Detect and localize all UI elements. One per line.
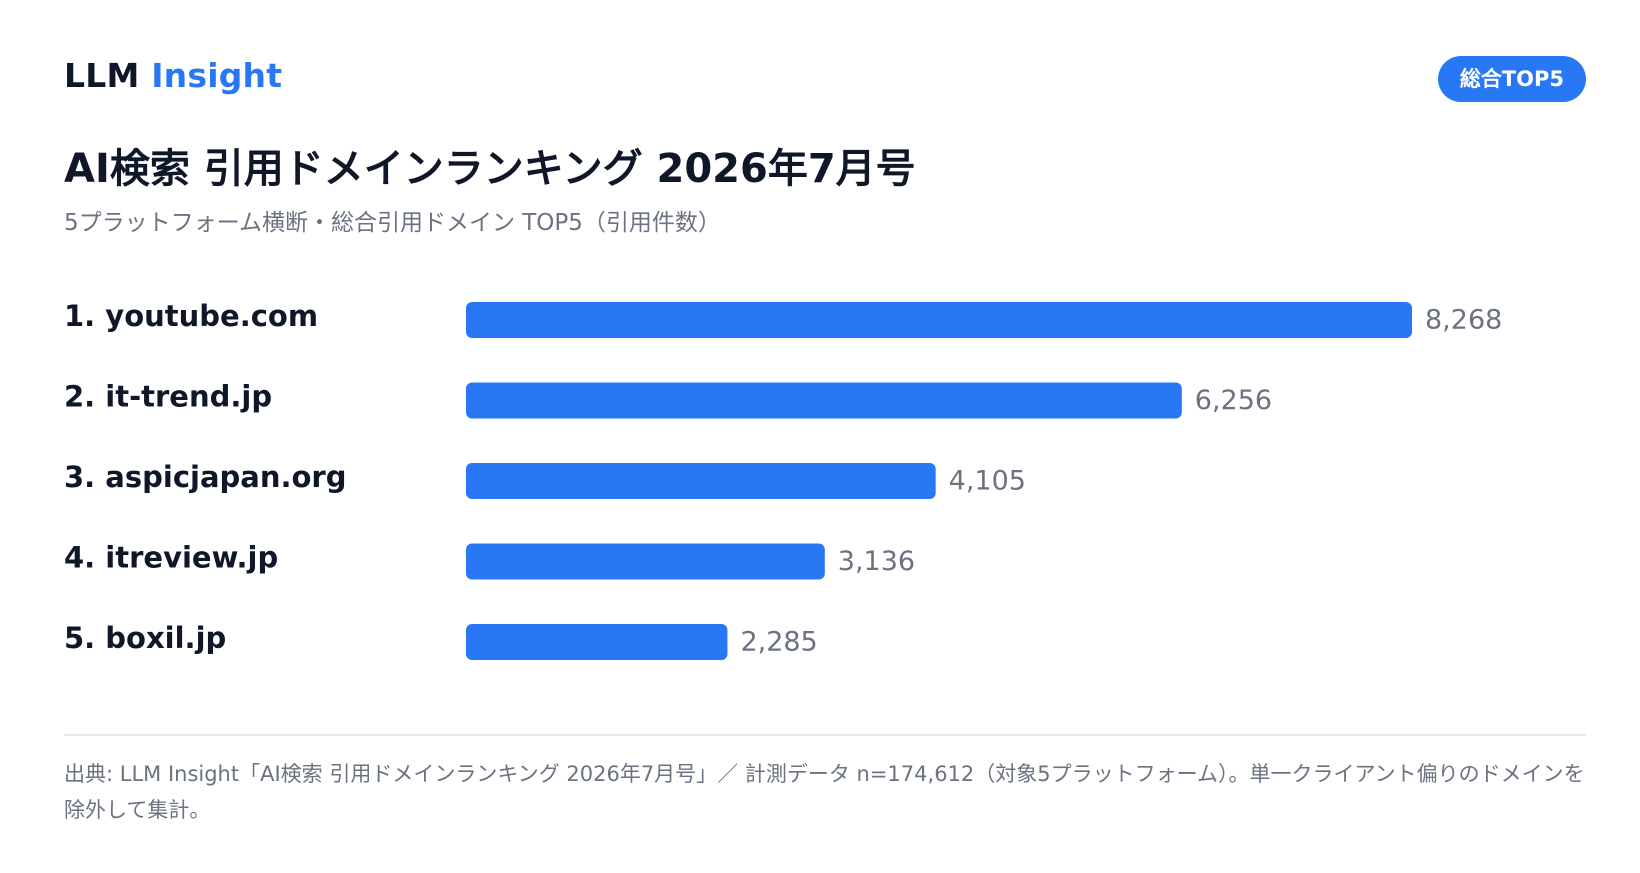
rank-label: 3. aspicjapan.org xyxy=(64,460,347,494)
rank-label: 4. itreview.jp xyxy=(64,541,278,575)
brand-llm: LLM xyxy=(64,56,140,95)
rank-label: 1. youtube.com xyxy=(64,299,318,333)
page-title: AI検索 引用ドメインランキング 2026年7月号 xyxy=(64,146,916,192)
footer-divider xyxy=(64,734,1586,736)
rank-label: 5. boxil.jp xyxy=(64,621,226,655)
brand-logo: LLM Insight xyxy=(64,56,282,95)
source-note: 出典: LLM Insight「AI検索 引用ドメインランキング 2026年7月… xyxy=(64,762,1585,822)
value-label: 3,136 xyxy=(838,546,915,577)
rank-label: 2. it-trend.jp xyxy=(64,380,272,414)
ranking-bar-chart: 1. youtube.com 8,268 2. it-trend.jp 6,256 3.… xyxy=(64,299,1502,660)
value-label: 2,285 xyxy=(740,627,817,658)
bar xyxy=(466,624,728,660)
bar xyxy=(466,463,936,499)
brand-insight: Insight xyxy=(151,56,283,95)
category-badge: 総合TOP5 xyxy=(1437,56,1586,102)
bar xyxy=(466,382,1182,419)
bar xyxy=(466,302,1412,338)
page-subtitle: 5プラットフォーム横断・総合引用ドメイン TOP5（引用件数） xyxy=(64,210,721,236)
value-label: 8,268 xyxy=(1425,305,1502,336)
value-label: 6,256 xyxy=(1195,385,1272,416)
bar xyxy=(466,543,825,580)
value-label: 4,105 xyxy=(949,466,1026,497)
